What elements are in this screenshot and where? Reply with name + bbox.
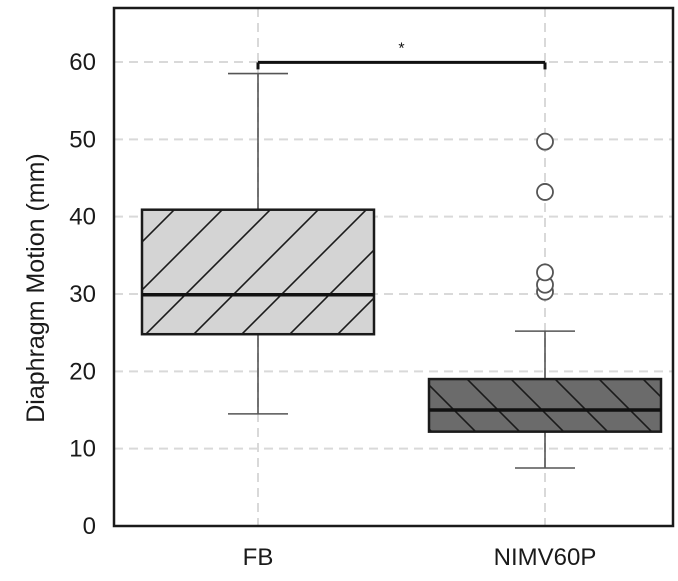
significance-bracket: * xyxy=(258,40,545,69)
y-tick-label: 60 xyxy=(69,49,96,76)
y-tick-label: 10 xyxy=(69,436,96,463)
y-tick-label: 20 xyxy=(69,358,96,385)
outlier-point xyxy=(537,184,553,200)
significance-label: * xyxy=(398,40,404,57)
box-hatch xyxy=(429,379,661,432)
x-tick-label: NIMV60P xyxy=(494,544,597,571)
outlier-point xyxy=(537,134,553,150)
boxes: * xyxy=(142,40,661,468)
y-tick-label: 0 xyxy=(83,513,96,540)
box-hatch xyxy=(142,210,374,335)
y-axis-title: Diaphragm Motion (mm) xyxy=(22,153,50,423)
x-tick-label: FB xyxy=(243,544,274,571)
box-fb xyxy=(142,74,374,414)
y-tick-label: 30 xyxy=(69,281,96,308)
y-tick-label: 40 xyxy=(69,204,96,231)
y-tick-label: 50 xyxy=(69,126,96,153)
outlier-point xyxy=(537,264,553,280)
